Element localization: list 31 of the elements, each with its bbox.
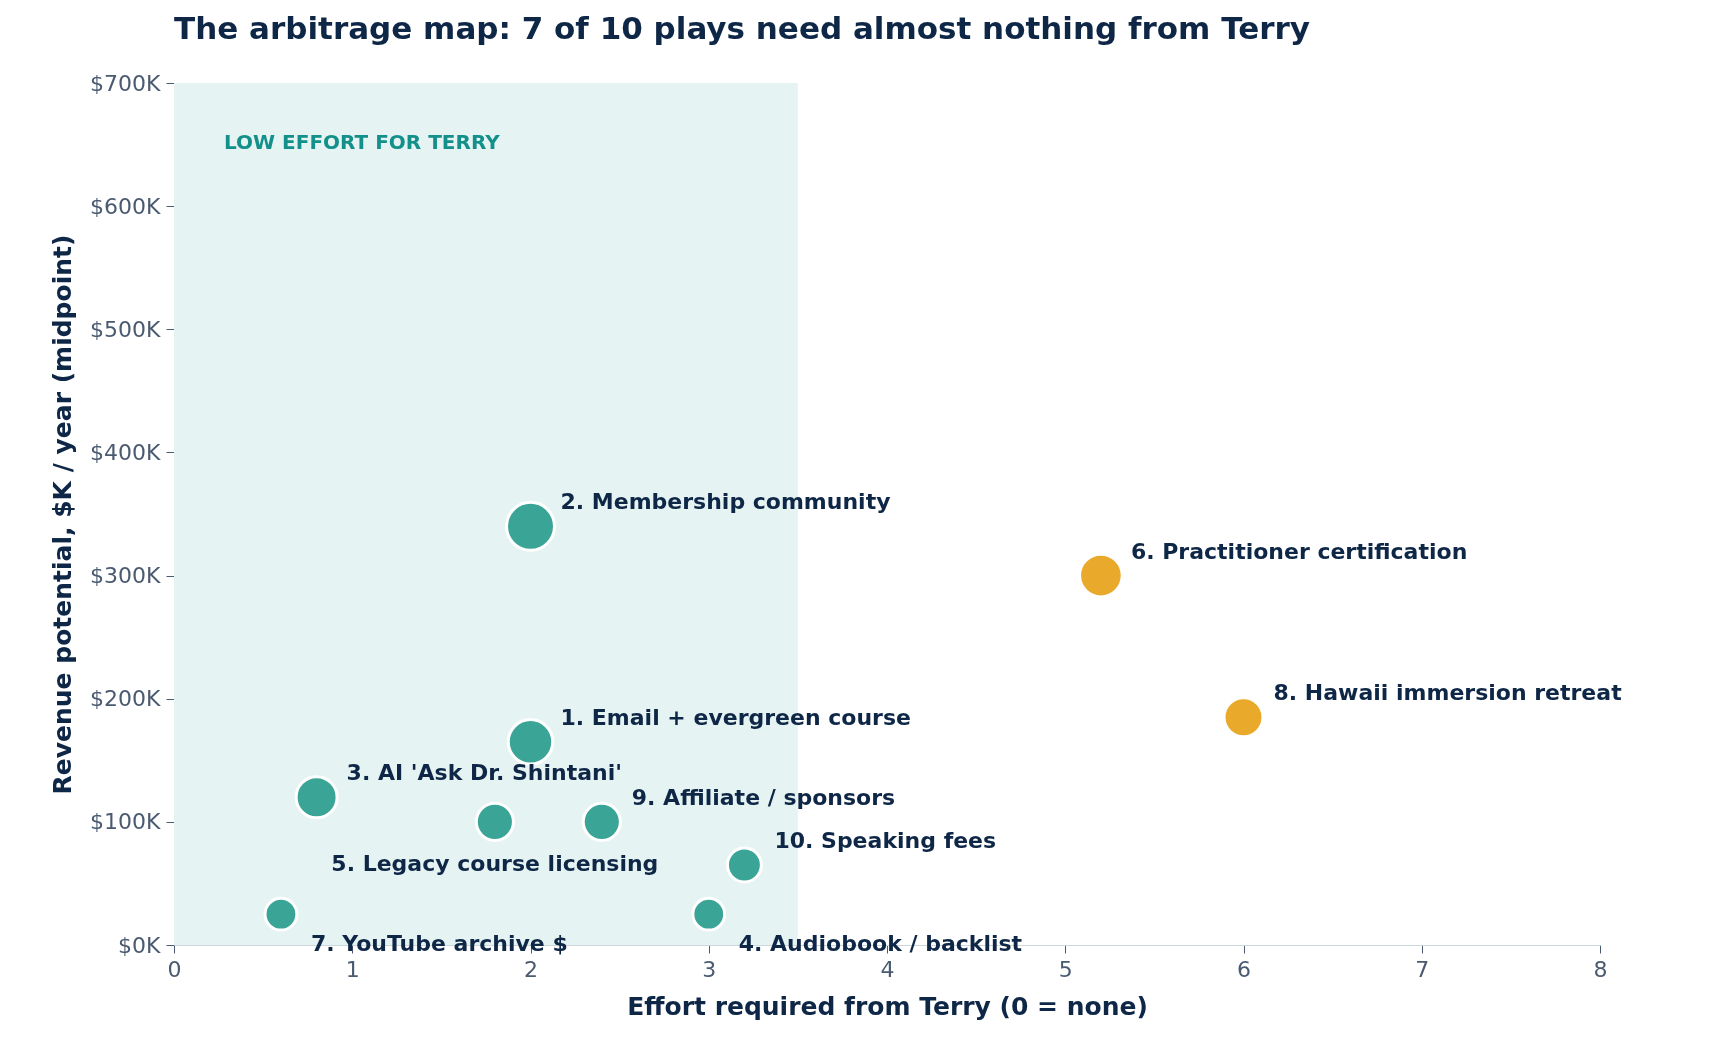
y-tick-label: $400K (90, 439, 162, 465)
x-tick-label: 5 (1058, 956, 1073, 982)
x-tick-label: 2 (524, 956, 538, 982)
annotation: 3. AI 'Ask Dr. Shintani' (346, 760, 622, 786)
x-tick-label: 6 (1237, 956, 1251, 982)
annotation: 1. Email + evergreen course (560, 704, 911, 730)
x-tick-label: 4 (880, 956, 895, 982)
annotation: 7. YouTube archive $ (310, 931, 568, 957)
y-tick-label: $100K (90, 809, 162, 835)
y-tick-label: $0K (118, 932, 162, 958)
x-tick-label: 7 (1415, 956, 1430, 982)
y-tick-label: $700K (90, 70, 162, 96)
annotation: 4. Audiobook / backlist (738, 931, 1023, 957)
x-tick-label: 1 (345, 956, 360, 982)
annotation: 9. Affiliate / sponsors (631, 784, 896, 810)
y-axis-title: Revenue potential, $K / year (midpoint) (48, 234, 78, 795)
x-tick-label: 3 (702, 956, 717, 982)
x-axis-title: Effort required from Terry (0 = none) (627, 991, 1148, 1021)
band-label: LOW EFFORT FOR TERRY (224, 130, 501, 154)
y-tick-label: $500K (90, 316, 162, 342)
x-tick-label: 8 (1593, 956, 1608, 982)
annotation: 2. Membership community (560, 489, 891, 515)
y-tick-label: $300K (90, 563, 162, 589)
annotation: 8. Hawaii immersion retreat (1273, 680, 1623, 706)
annotation: 5. Legacy course licensing (331, 850, 659, 876)
annotation: 6. Practitioner certification (1130, 538, 1468, 564)
annotation: 10. Speaking fees (774, 827, 997, 853)
y-tick-label: $600K (90, 193, 162, 219)
chart-title: The arbitrage map: 7 of 10 plays need almost nothing from Terry (174, 10, 1311, 46)
y-tick-label: $200K (90, 686, 162, 712)
x-tick-label: 0 (167, 956, 182, 982)
